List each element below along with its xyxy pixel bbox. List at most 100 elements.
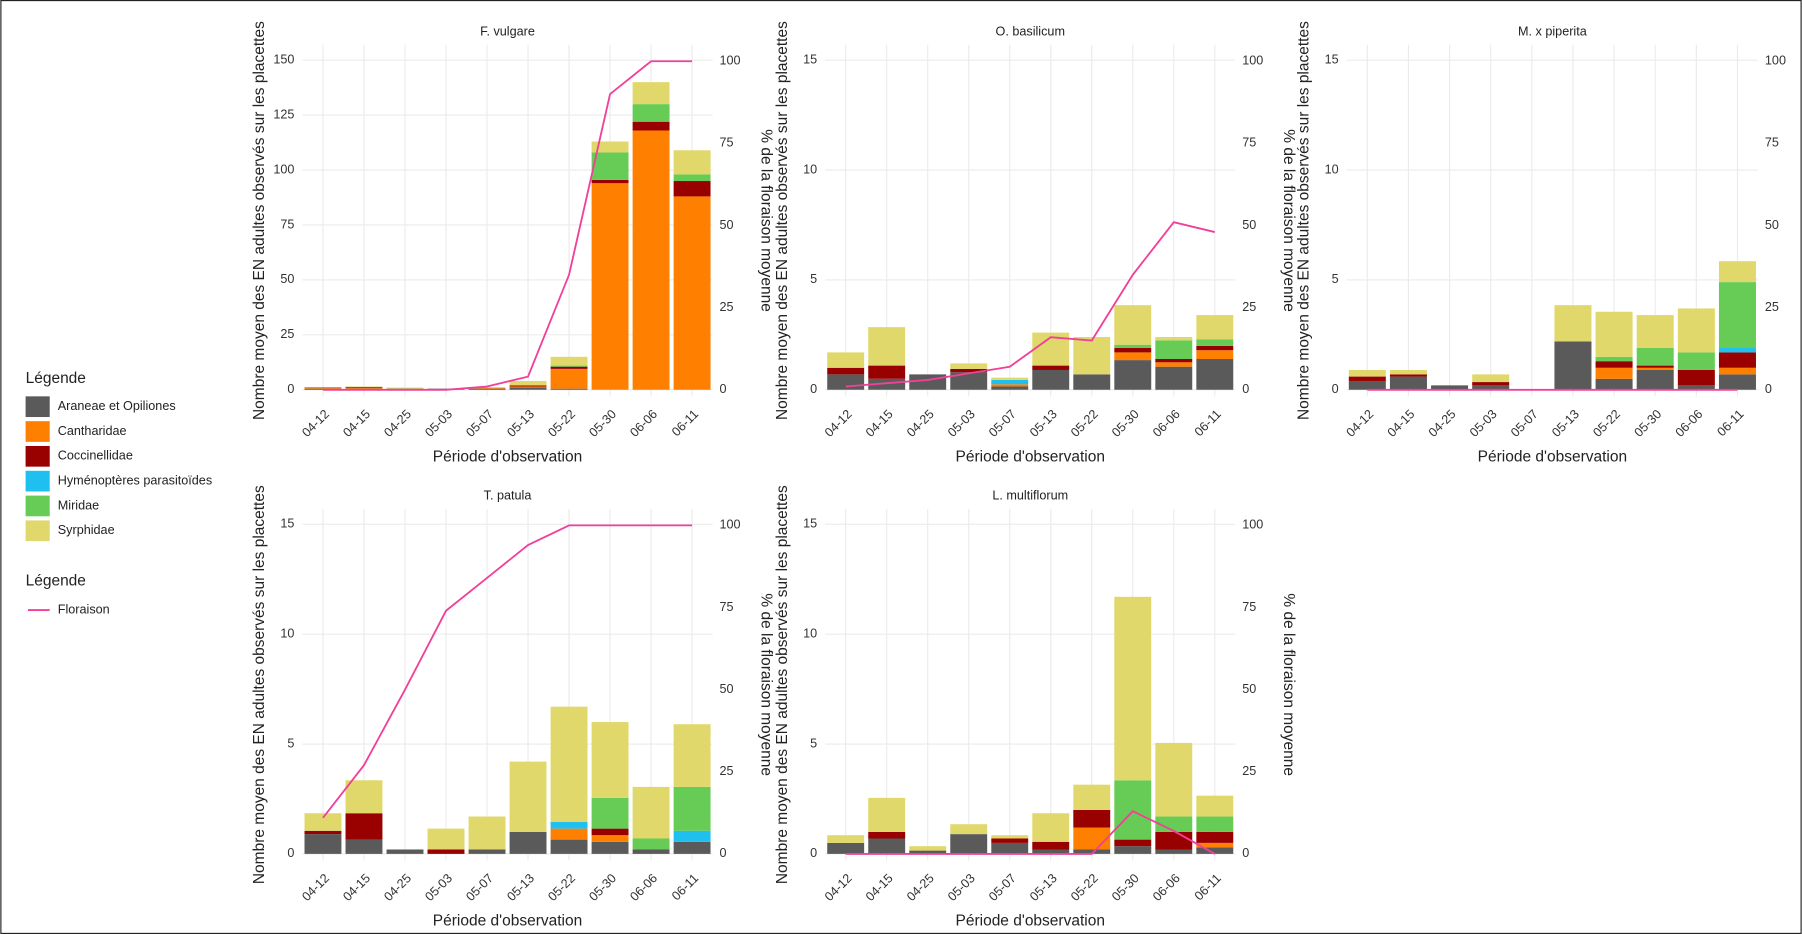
bar-segment: [427, 828, 465, 850]
bar-segment: [632, 838, 670, 850]
y-tick-label: 25: [280, 327, 294, 341]
panel-title: O. basilicum: [996, 25, 1065, 39]
bar-segment: [1032, 369, 1070, 390]
legend-label: Syrphidae: [58, 523, 115, 537]
bar-segment: [1196, 816, 1234, 832]
bar-segment: [304, 834, 342, 854]
bar-segment: [1155, 362, 1193, 367]
y-tick-label: 0: [810, 382, 817, 396]
bar-segment: [1554, 305, 1592, 342]
bar-segment: [950, 824, 988, 835]
bar-segment: [991, 377, 1029, 380]
y-tick-label: 125: [273, 107, 294, 121]
bar-segment: [1595, 367, 1633, 379]
bar-segment: [1155, 358, 1193, 363]
bar-segment: [1114, 305, 1152, 345]
bar-segment: [1472, 382, 1510, 386]
bar-segment: [1718, 261, 1756, 283]
bar-segment: [468, 387, 506, 389]
bar-segment: [427, 849, 465, 854]
bar-segment: [632, 82, 670, 105]
bar-segment: [1718, 348, 1756, 353]
y2-tick-label: 25: [1242, 300, 1256, 314]
legend-label: Hyménoptères parasitoïdes: [58, 473, 212, 487]
bar-segment: [991, 838, 1029, 843]
bar-segment: [468, 388, 506, 390]
y-tick-label: 50: [280, 272, 294, 286]
y2-tick-label: 75: [1765, 136, 1779, 150]
bar-segment: [550, 839, 588, 854]
y-tick-label: 5: [810, 736, 817, 750]
bar-segment: [1472, 385, 1510, 390]
bar-segment: [1114, 839, 1152, 847]
bar-segment: [1677, 352, 1715, 370]
bar-segment: [1196, 847, 1234, 854]
y-axis-title: Nombre moyen des EN adultes observés sur…: [774, 485, 791, 884]
bar-segment: [591, 141, 629, 153]
bar-segment: [1032, 841, 1070, 850]
legend-label: Cantharidae: [58, 424, 127, 438]
bar-segment: [1718, 352, 1756, 368]
y2-tick-label: 100: [1242, 518, 1263, 532]
bar-segment: [304, 813, 342, 831]
bar-segment: [632, 786, 670, 839]
y2-tick-label: 50: [719, 218, 733, 232]
bar-segment: [345, 386, 383, 388]
y-axis-title: Nombre moyen des EN adultes observés sur…: [774, 21, 791, 420]
bar-segment: [868, 327, 906, 366]
bar-segment: [1554, 341, 1592, 390]
bar-segment: [591, 841, 629, 854]
bar-segment: [868, 838, 906, 854]
bar-segment: [673, 181, 711, 197]
y2-tick-label: 0: [1765, 382, 1772, 396]
bar-segment: [591, 835, 629, 842]
y2-tick-label: 50: [1242, 682, 1256, 696]
x-axis-title: Période d'observation: [433, 448, 582, 465]
bar-segment: [1636, 348, 1674, 366]
y-tick-label: 15: [1325, 53, 1339, 67]
bar-segment: [1032, 849, 1070, 854]
bar-segment: [991, 842, 1029, 854]
y2-tick-label: 100: [719, 518, 740, 532]
bar-segment: [509, 385, 547, 387]
bar-segment: [1196, 831, 1234, 843]
panel-title: T. patula: [484, 489, 533, 503]
legend-swatch: [25, 445, 50, 467]
bar-segment: [1595, 361, 1633, 368]
y-tick-label: 10: [803, 162, 817, 176]
bar-segment: [591, 828, 629, 836]
y2-tick-label: 0: [719, 846, 726, 860]
bar-segment: [1155, 831, 1193, 850]
bar-segment: [1196, 315, 1234, 340]
y-tick-label: 0: [287, 846, 294, 860]
x-axis-title: Période d'observation: [956, 912, 1105, 929]
bar-segment: [673, 841, 711, 854]
bar-segment: [550, 365, 588, 367]
bar-segment: [591, 797, 629, 829]
bar-segment: [1032, 365, 1070, 370]
y-tick-label: 5: [1332, 272, 1339, 286]
legend-swatch: [25, 421, 50, 442]
panel-title: M. x piperita: [1518, 25, 1588, 39]
bar-segment: [591, 179, 629, 184]
y-tick-label: 100: [273, 162, 294, 176]
x-axis-title: Période d'observation: [1478, 448, 1627, 465]
y-tick-label: 10: [1325, 162, 1339, 176]
bar-segment: [1595, 378, 1633, 390]
bar-segment: [509, 386, 547, 388]
bar-segment: [1595, 356, 1633, 362]
y2-axis-title: % de la floraison moyenne: [1280, 129, 1297, 312]
bar-segment: [509, 387, 547, 390]
y2-tick-label: 50: [1765, 218, 1779, 232]
bar-segment: [386, 849, 424, 854]
y2-axis-title: % de la floraison moyenne: [1280, 593, 1297, 776]
bar-segment: [1348, 380, 1386, 390]
bar-segment: [1636, 315, 1674, 349]
bar-segment: [1196, 358, 1234, 390]
bar-segment: [673, 724, 711, 787]
bar-segment: [632, 130, 670, 390]
y2-axis-title: % de la floraison moyenne: [757, 593, 774, 776]
bar-segment: [1677, 308, 1715, 353]
y-tick-label: 0: [810, 846, 817, 860]
